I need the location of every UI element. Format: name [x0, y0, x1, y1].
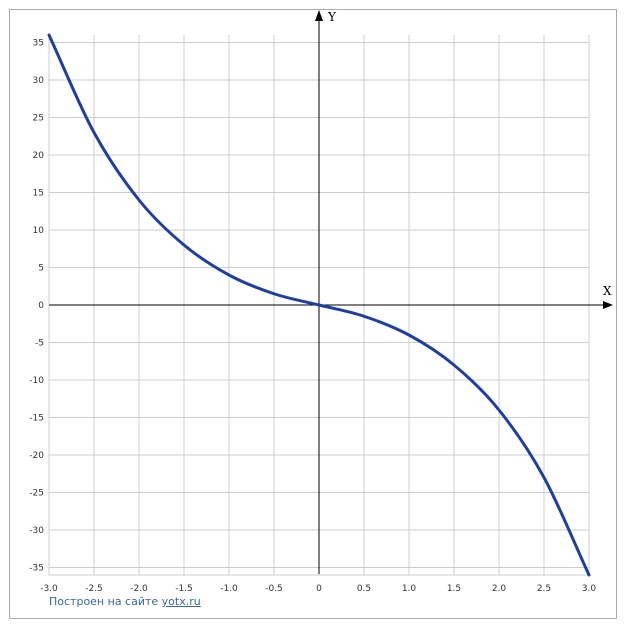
y-tick-label: 5 [38, 264, 44, 274]
y-tick-label: 30 [33, 76, 45, 86]
x-tick-label: 1.0 [402, 584, 417, 594]
y-tick-label: -5 [35, 339, 44, 349]
y-tick-label: -15 [29, 414, 44, 424]
x-tick-label: -1.0 [220, 584, 238, 594]
credit: Построен на сайте yotx.ru [49, 595, 201, 608]
y-tick-label: -35 [29, 564, 44, 574]
y-axis-arrow [315, 10, 323, 21]
x-tick-label: -2.5 [85, 584, 103, 594]
y-tick-label: -20 [29, 451, 44, 461]
y-tick-label: 25 [33, 114, 44, 124]
x-tick-label: 3.0 [582, 584, 597, 594]
x-axis-arrow [603, 301, 613, 309]
y-tick-label: -30 [29, 526, 44, 536]
axes: X Y [49, 10, 613, 574]
y-tick-label: 15 [33, 189, 44, 199]
x-tick-label: -1.5 [175, 584, 193, 594]
x-tick-label: 1.5 [447, 584, 461, 594]
y-tick-label: -25 [29, 489, 44, 499]
credit-text: Построен на сайте [49, 595, 159, 608]
y-tick-label: 0 [38, 301, 44, 311]
y-tick-label: 20 [33, 151, 45, 161]
chart-frame [9, 9, 617, 619]
y-tick-label: 35 [33, 39, 44, 49]
x-tick-label: -2.0 [130, 584, 148, 594]
credit-link[interactable]: yotx.ru [161, 595, 201, 608]
y-tick-label: -10 [29, 376, 44, 386]
x-tick-label: 2.0 [492, 584, 507, 594]
x-tick-label: 0 [316, 584, 322, 594]
x-tick-label: 0.5 [357, 584, 371, 594]
x-tick-label: -3.0 [40, 584, 58, 594]
tick-labels: -3.0 -2.5 -2.0 -1.5 -1.0 -0.5 0 0.5 1.0 1.5 2.0 2.5… [29, 39, 596, 595]
series-line [47, 33, 591, 577]
y-axis-label: Y [327, 10, 337, 24]
series-layer [47, 33, 591, 577]
x-tick-label: -0.5 [265, 584, 283, 594]
x-tick-label: 2.5 [537, 584, 551, 594]
y-tick-label: 10 [33, 226, 45, 236]
x-axis-label: X [603, 284, 612, 298]
